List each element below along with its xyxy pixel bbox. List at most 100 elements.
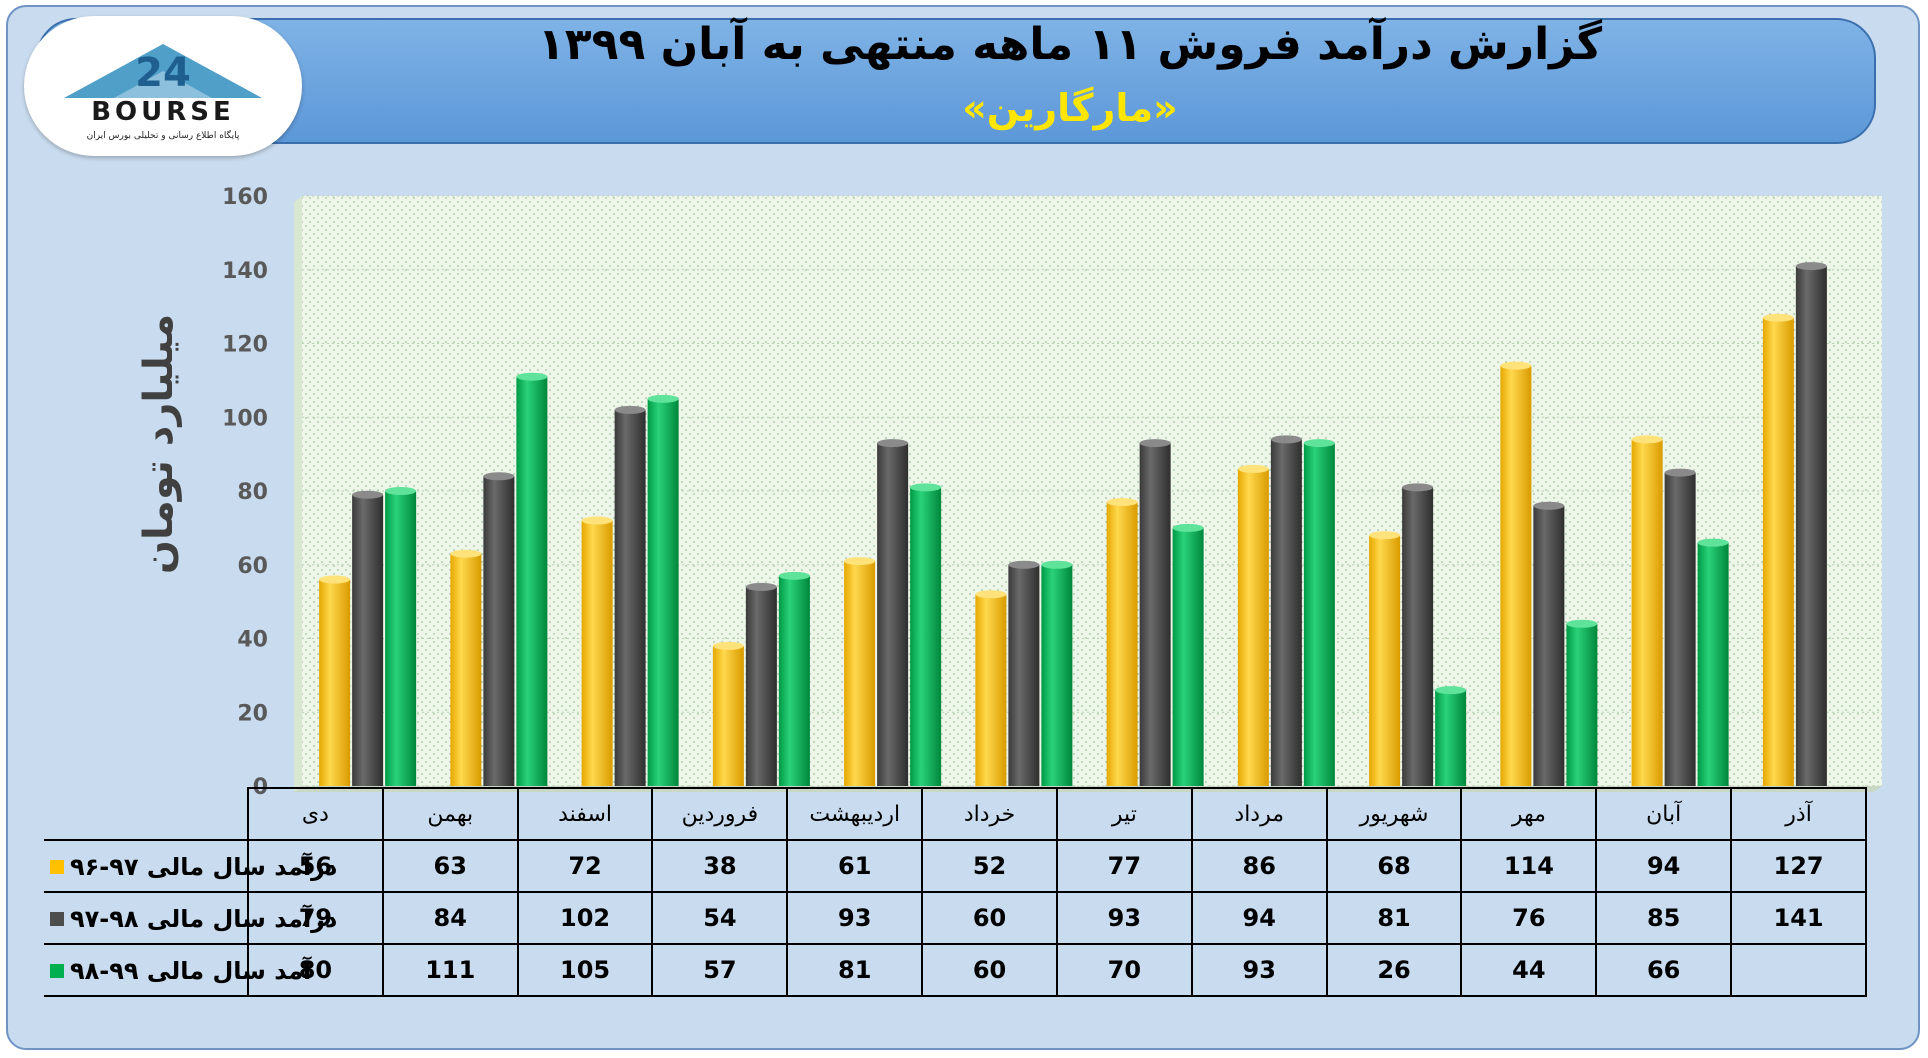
logo-mountain-shape — [64, 44, 262, 98]
legend-swatch-gray — [50, 911, 64, 926]
bar-series-1 — [581, 520, 613, 786]
table-cell: 54 — [651, 891, 789, 945]
bar-top-series-1 — [1369, 531, 1401, 540]
y-tick-label: 160 — [222, 185, 268, 210]
logo-brand-text: BOURSE — [91, 97, 235, 127]
logo-tagline: پایگاه اطلاع رسانی و تحلیلی بورس ایران — [87, 129, 240, 141]
bar-series-2 — [1270, 439, 1302, 786]
y-tick-label: 100 — [222, 406, 268, 431]
table-cell: 94 — [1595, 839, 1733, 893]
bar-series-1 — [1631, 439, 1663, 786]
table-cell: 60 — [921, 943, 1058, 997]
category-label: شهریور — [1325, 787, 1463, 841]
bourse24-logo: 24 BOURSE پایگاه اطلاع رسانی و تحلیلی بو… — [24, 16, 302, 156]
bar-series-1 — [1369, 535, 1401, 786]
table-cell: 77 — [1055, 839, 1193, 893]
logo-mountain-highlight — [114, 71, 212, 98]
header-banner — [36, 18, 1876, 144]
table-row: درآمد سال مالی ۹۷-۹۶ 56 63 72 38 61 52 77 86 68 1… — [44, 839, 1867, 893]
bar-top-series-1 — [1762, 313, 1794, 322]
table-cell: 81 — [786, 943, 924, 997]
bar-top-series-1 — [712, 641, 744, 650]
legend-swatch-yellow — [50, 859, 64, 874]
bar-top-series-2 — [352, 490, 384, 499]
company-name: «مارگارین» — [962, 86, 1178, 130]
table-cell: 93 — [786, 891, 924, 945]
bar-series-2 — [1533, 505, 1565, 786]
bar-series-3 — [1041, 564, 1073, 786]
bar-top-series-3 — [778, 571, 810, 580]
table-cell: 66 — [1595, 943, 1733, 997]
table-cell: 70 — [1055, 943, 1193, 997]
bar-series-3 — [778, 575, 810, 786]
bar-top-series-1 — [581, 516, 613, 525]
bar-series-1 — [975, 594, 1007, 786]
category-label: فروردین — [651, 787, 789, 841]
bar-top-series-2 — [1402, 483, 1434, 492]
bar-top-series-3 — [1697, 538, 1729, 547]
bar-top-series-1 — [319, 575, 351, 584]
table-cell: 26 — [1325, 943, 1463, 997]
y-tick-label: 60 — [237, 554, 268, 579]
category-label: تیر — [1055, 787, 1193, 841]
bar-series-3 — [1435, 690, 1467, 786]
bar-top-series-2 — [1795, 262, 1827, 271]
bar-top-series-1 — [1106, 498, 1138, 507]
bar-top-series-3 — [516, 372, 548, 381]
table-cell: 111 — [381, 943, 519, 997]
bar-series-3 — [1303, 443, 1335, 786]
bar-top-series-2 — [483, 472, 515, 481]
bar-series-2 — [614, 409, 646, 786]
bar-top-series-3 — [1041, 560, 1073, 569]
table-category-row: دی بهمن اسفند فروردین اردیبهشت خرداد تیر مرداد ش… — [44, 787, 1867, 841]
bar-series-2 — [877, 443, 909, 786]
table-cell: 84 — [381, 891, 519, 945]
legend-label: آمد سال مالی ۹۹-۹۸ — [70, 956, 312, 985]
legend-entry: آمد سال مالی ۹۹-۹۸ — [44, 943, 311, 997]
y-axis-title-box: میلیارد تومان — [60, 294, 220, 594]
bar-series-3 — [385, 491, 417, 786]
report-title: گزارش درآمد فروش ۱۱ ماهه منتهی به آبان ۱… — [537, 19, 1603, 70]
table-cell: 93 — [1190, 943, 1328, 997]
category-label: آذر — [1730, 787, 1867, 841]
table-cell: 105 — [516, 943, 654, 997]
legend-label: درآمد سال مالی ۹۸-۹۷ — [70, 904, 338, 933]
table-cell: 76 — [1460, 891, 1598, 945]
category-label: اردیبهشت — [786, 787, 924, 841]
bar-series-1 — [1237, 468, 1269, 786]
bar-series-3 — [647, 398, 679, 786]
bar-series-1 — [1106, 502, 1138, 786]
bar-series-3 — [1697, 542, 1729, 786]
bar-top-series-3 — [1566, 619, 1598, 628]
table-cell: 127 — [1730, 839, 1867, 893]
category-label: مرداد — [1190, 787, 1328, 841]
bar-series-1 — [844, 561, 876, 786]
table-cell: 56 — [247, 839, 384, 893]
bar-top-series-3 — [1172, 523, 1204, 532]
category-label: اسفند — [516, 787, 654, 841]
bar-top-series-2 — [1664, 468, 1696, 477]
y-tick-label: 120 — [222, 333, 268, 358]
table-cell: 81 — [1325, 891, 1463, 945]
bar-top-series-3 — [910, 483, 942, 492]
legend-entry: درآمد سال مالی ۹۸-۹۷ — [44, 891, 337, 945]
bar-series-3 — [516, 376, 548, 786]
table-row: آمد سال مالی ۹۹-۹۸ 80 111 105 57 81 60 70 93 26 4… — [44, 943, 1867, 997]
bar-series-2 — [483, 476, 515, 786]
y-axis-title: میلیارد تومان — [136, 314, 182, 574]
table-cell: 94 — [1190, 891, 1328, 945]
bar-series-2 — [745, 586, 777, 786]
data-table: دی بهمن اسفند فروردین اردیبهشت خرداد تیر مرداد ش… — [44, 787, 1867, 997]
bar-top-series-1 — [975, 590, 1007, 599]
bar-top-series-2 — [745, 582, 777, 591]
y-tick-label: 20 — [237, 701, 268, 726]
bar-series-3 — [910, 487, 942, 786]
table-row: درآمد سال مالی ۹۸-۹۷ 79 84 102 54 93 60 93 94 81… — [44, 891, 1867, 945]
table-cell — [1730, 943, 1867, 997]
table-corner — [44, 788, 248, 840]
y-tick-label: 80 — [237, 480, 268, 505]
bar-top-series-1 — [1237, 464, 1269, 473]
category-label: خرداد — [921, 787, 1058, 841]
table-cell: 79 — [247, 891, 384, 945]
